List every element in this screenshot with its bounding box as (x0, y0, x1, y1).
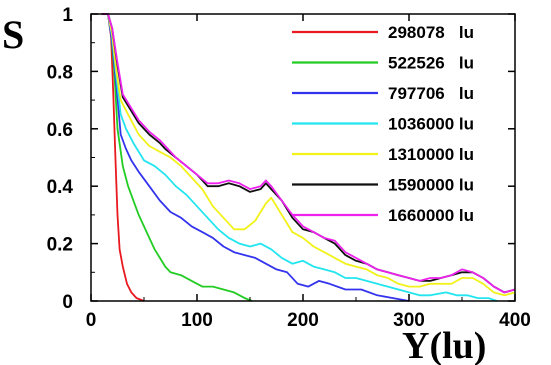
x-tick-label: 0 (86, 310, 97, 331)
y-tick-label: 0.2 (47, 235, 73, 256)
legend-label-7: 1660000 lu (388, 206, 474, 225)
x-tick-label: 300 (393, 310, 425, 331)
series-line-7 (101, 13, 516, 294)
legend-label-3: 797706 lu (388, 84, 474, 103)
legend-label-4: 1036000 lu (388, 115, 474, 134)
series-line-4 (101, 13, 498, 302)
legend-label-2: 522526 lu (388, 54, 474, 73)
y-tick-label: 1 (62, 5, 73, 26)
y-tick-label: 0 (62, 292, 73, 313)
series-line-2 (101, 13, 253, 302)
x-ticks: 0 100 200 300 400 (86, 14, 531, 331)
series-line-5 (101, 13, 516, 297)
legend-label-1: 298078 lu (388, 23, 474, 42)
legend-label-5: 1310000 lu (388, 145, 474, 164)
y-tick-label: 0.6 (47, 120, 73, 141)
series-line-3 (101, 13, 410, 302)
y-tick-label: 0.8 (47, 62, 73, 83)
y-ticks: 0 0.2 0.4 0.6 0.8 1 (47, 5, 515, 313)
series-layer (101, 13, 516, 302)
y-tick-label: 0.4 (47, 177, 74, 198)
x-tick-label: 100 (181, 310, 213, 331)
y-axis-label: S (2, 12, 24, 57)
legend: 298078 lu 522526 lu 797706 lu 1036000 lu 131… (292, 23, 474, 225)
x-axis-label: Y(lu) (402, 325, 486, 365)
x-tick-label: 200 (287, 310, 319, 331)
x-tick-label: 400 (499, 310, 531, 331)
legend-label-6: 1590000 lu (388, 176, 474, 195)
